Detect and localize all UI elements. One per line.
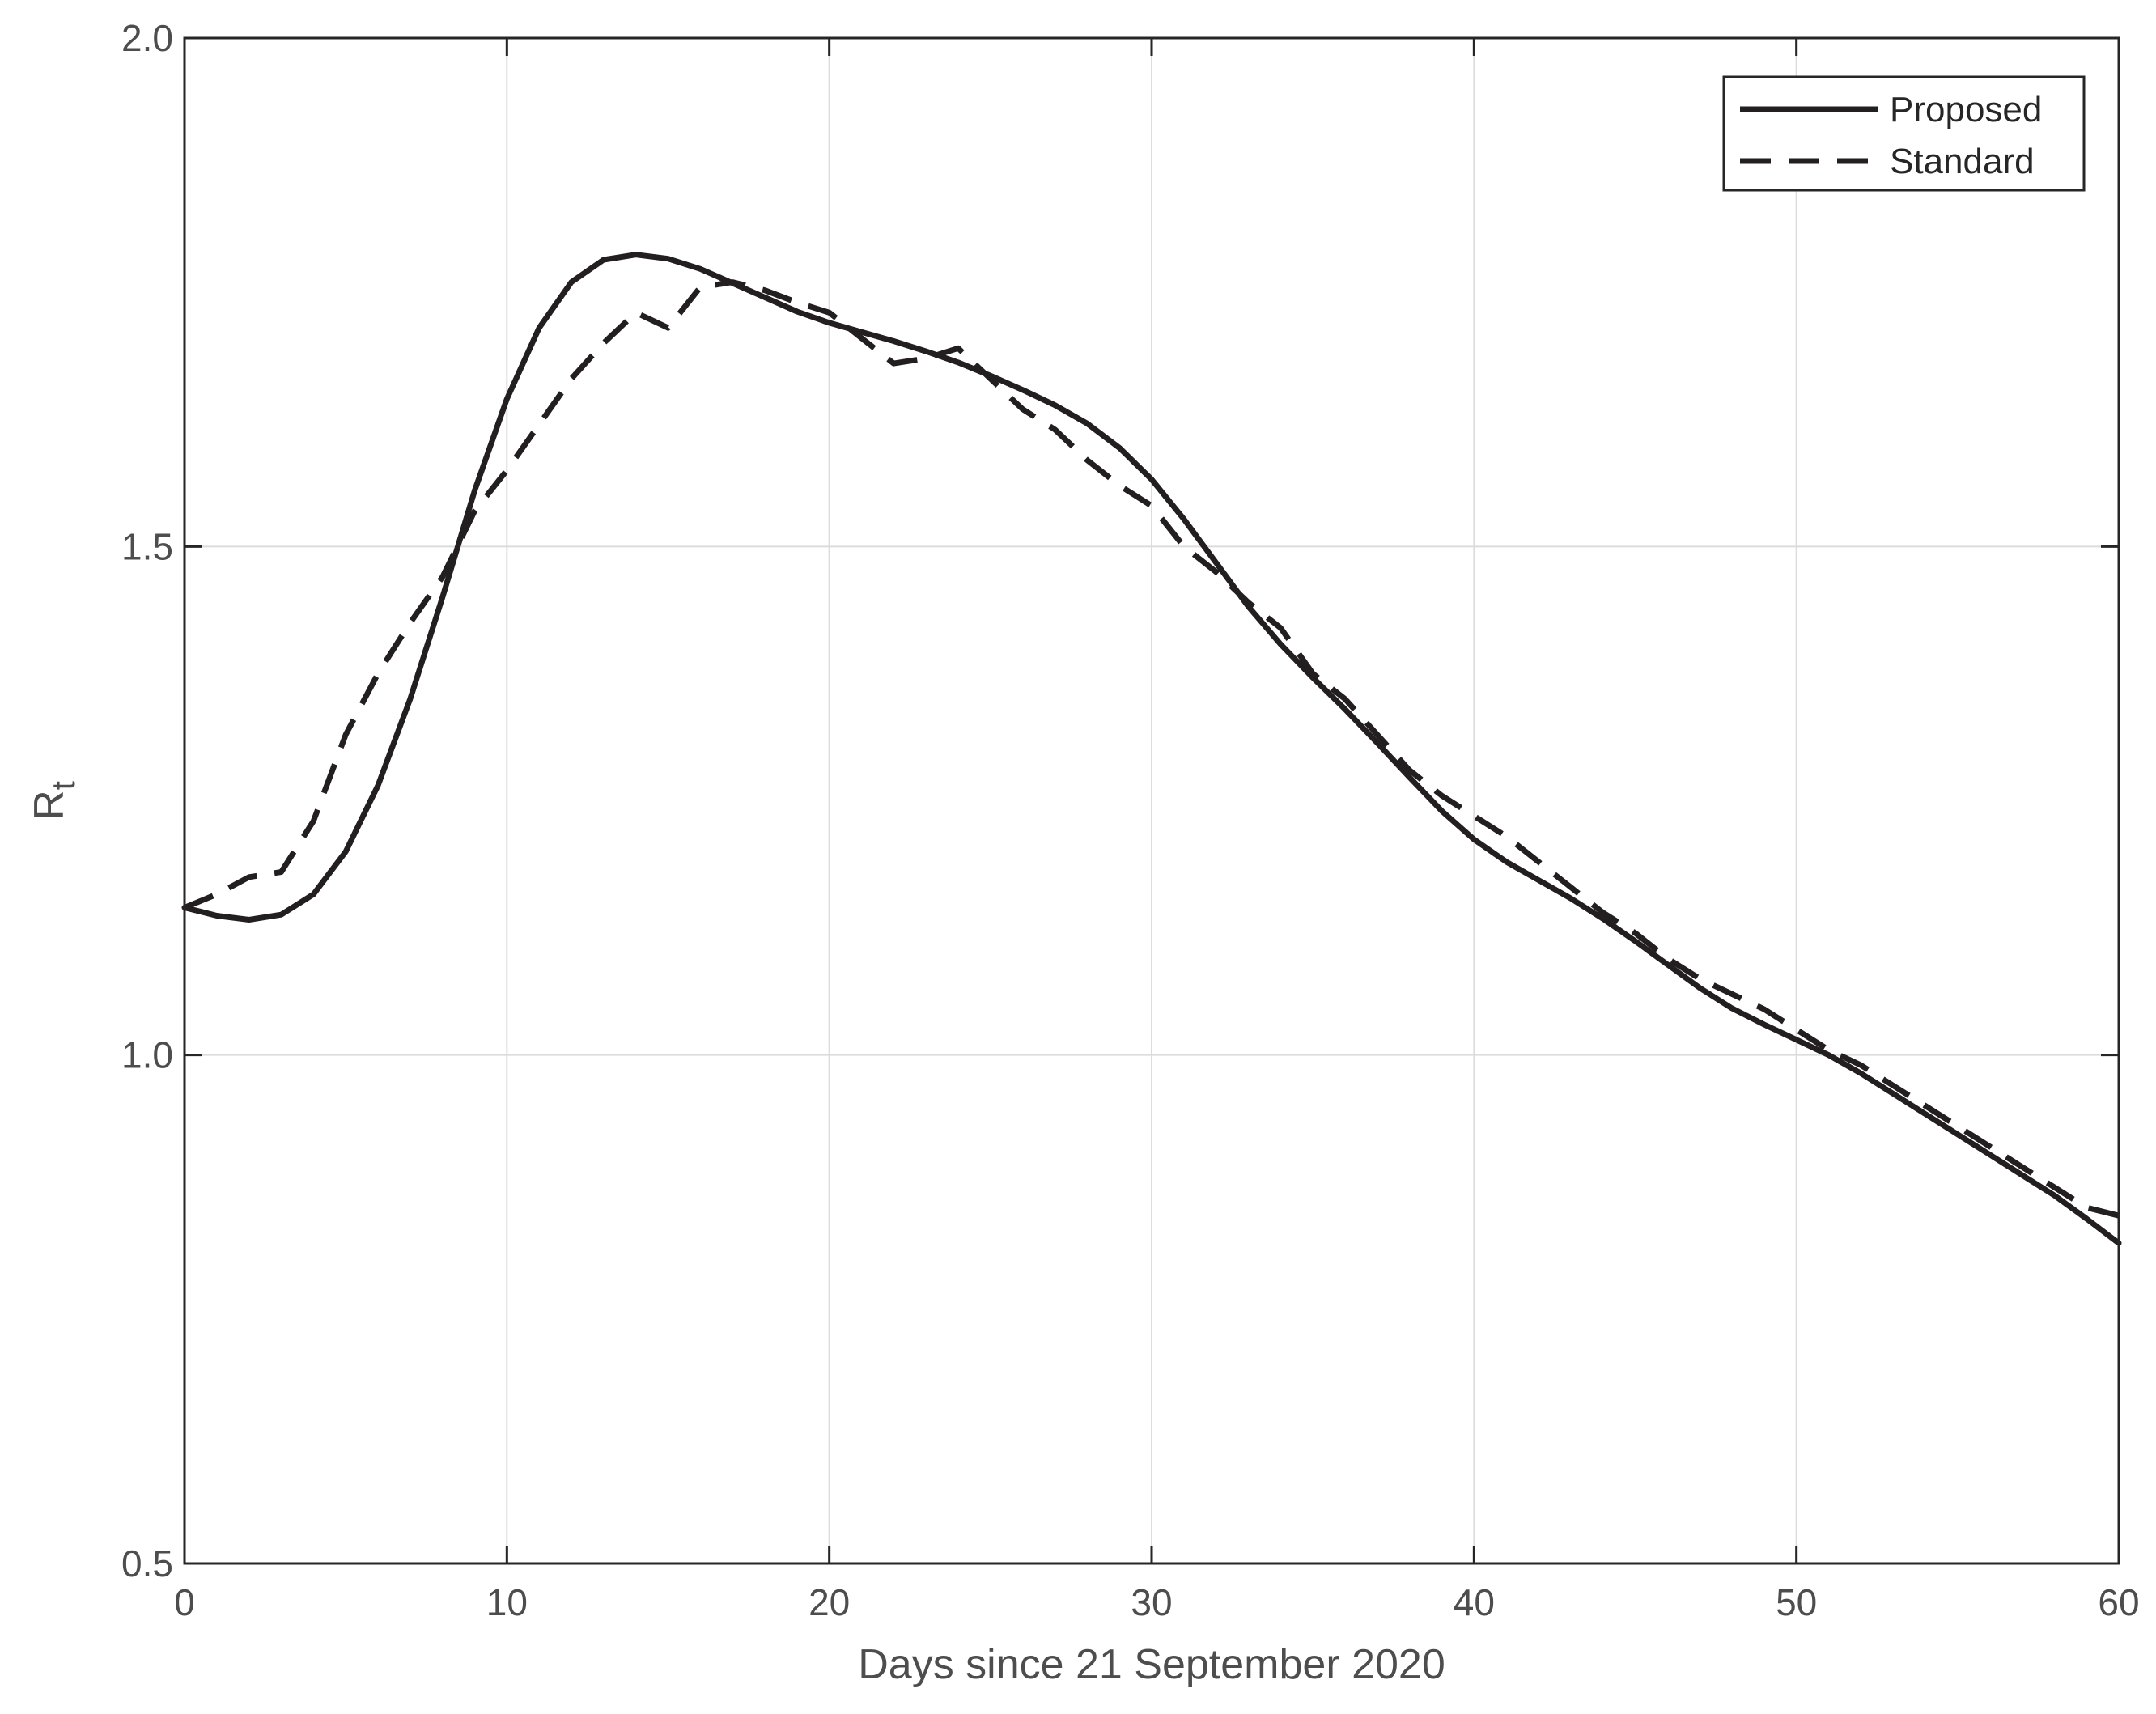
axis-ticks [183,36,2120,1565]
legend-label-standard: Standard [1890,142,2035,181]
y-axis-label: Rt [26,781,82,821]
x-tick-label: 40 [1454,1581,1495,1623]
y-tick-label: 1.5 [121,525,173,567]
x-tick-label: 60 [2098,1581,2139,1623]
y-tick-label: 1.0 [121,1034,173,1076]
x-tick-label: 10 [486,1581,528,1623]
x-tick-label: 30 [1131,1581,1172,1623]
series-line-proposed [181,252,2122,1246]
legend: Proposed Standard [1722,75,2086,192]
y-tick-label: 2.0 [121,17,173,59]
x-tick-label: 20 [808,1581,850,1623]
y-axis-label-main: R [26,790,73,821]
y-axis-label-subscript: t [46,781,82,790]
x-axis-label: Days since 21 September 2020 [858,1641,1445,1688]
legend-box [1722,75,2086,192]
tick-labels: 0 10 20 30 40 50 60 0.5 1.0 1.5 2.0 [121,17,2140,1623]
x-tick-label: 50 [1776,1581,1817,1623]
legend-label-proposed: Proposed [1890,90,2042,129]
y-tick-label: 0.5 [121,1542,173,1585]
data-series [181,252,2122,1246]
x-tick-label: 0 [174,1581,195,1623]
